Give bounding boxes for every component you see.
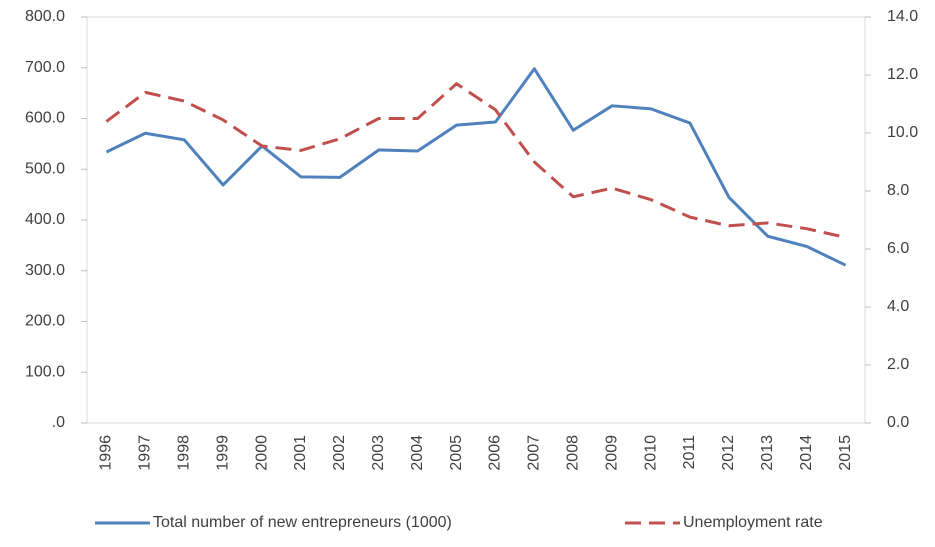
y2-tick-label: 12.0 [887,66,918,83]
y-tick-label: 700.0 [25,59,65,76]
x-tick-label: 2008 [564,435,581,471]
y-tick-label: 600.0 [25,110,65,127]
y2-tick-label: 10.0 [887,124,918,141]
x-tick-label: 1996 [98,435,115,471]
y2-tick-label: 0.0 [887,414,909,431]
y-tick-label: .0 [52,414,65,431]
plot-frame [86,16,866,424]
series-line [105,82,846,239]
x-tick-label: 2003 [370,435,387,471]
legend-label: Unemployment rate [683,514,823,531]
x-tick-label: 2013 [759,435,776,471]
x-tick-label: 2015 [837,435,854,471]
x-tick-label: 1998 [175,435,192,471]
x-tick-label: 2004 [409,435,426,471]
y-tick-label: 100.0 [25,363,65,380]
y-tick-label: 300.0 [25,262,65,279]
y2-tick-label: 4.0 [887,298,909,315]
x-tick-label: 2006 [487,435,504,471]
legend-label: Total number of new entrepreneurs (1000) [153,514,452,531]
x-tick-label: 2010 [642,435,659,471]
y2-tick-label: 8.0 [887,182,909,199]
y2-tick-label: 14.0 [887,8,918,25]
y-tick-label: 500.0 [25,160,65,177]
x-tick-label: 2002 [331,435,348,471]
y-tick-label: 400.0 [25,211,65,228]
x-tick-label: 2011 [681,435,698,470]
x-tick-label: 2005 [448,435,465,471]
series-line [105,67,847,267]
x-tick-label: 2007 [526,435,543,471]
y-tick-label: 200.0 [25,313,65,330]
x-tick-label: 2012 [720,435,737,471]
x-tick-label: 2001 [292,435,309,471]
x-tick-label: 2014 [798,435,815,471]
x-tick-label: 1997 [137,435,154,471]
y2-tick-label: 6.0 [887,240,909,257]
x-tick-label: 1999 [214,435,231,471]
x-tick-label: 2000 [253,435,270,471]
x-tick-label: 2009 [603,435,620,471]
y2-tick-label: 2.0 [887,356,909,373]
y-tick-label: 800.0 [25,8,65,25]
